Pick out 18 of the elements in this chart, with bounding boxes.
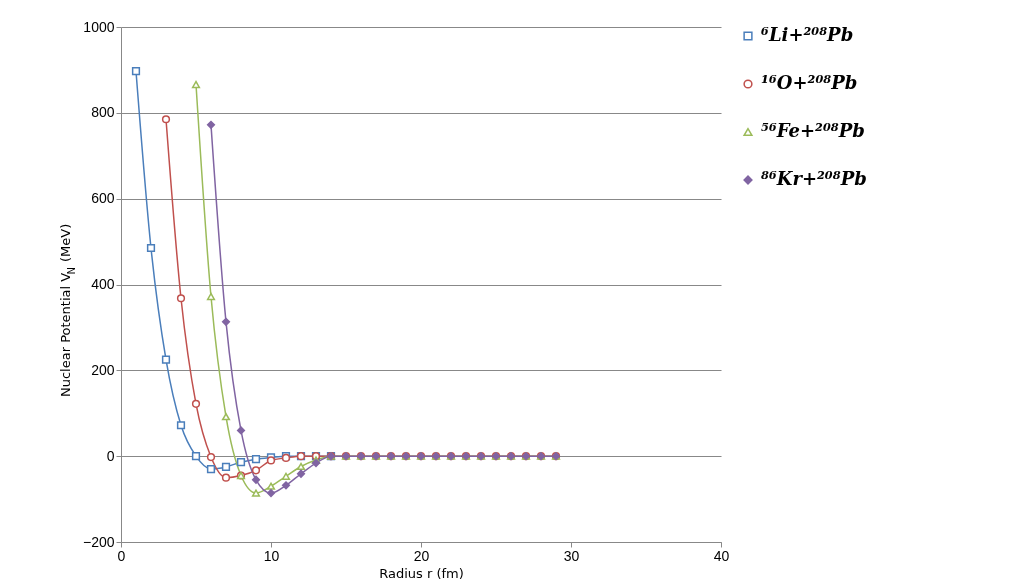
y-tick-label: 1000 (83, 18, 115, 35)
y-tick-label: 400 (91, 276, 115, 292)
y-tick-label: 0 (106, 447, 115, 464)
x-tick-label: 10 (263, 547, 280, 564)
x-tick-label: 20 (413, 547, 430, 564)
legend-label: ⁶Li+²⁰⁸Pb (761, 24, 854, 45)
y-tick-label: 600 (91, 190, 115, 207)
x-tick-label: 30 (563, 547, 580, 564)
legend-label: ¹⁶O+²⁰⁸Pb (761, 72, 858, 93)
legend-label: ⁵⁶Fe+²⁰⁸Pb (761, 120, 865, 141)
x-tick-label: 40 (713, 547, 730, 564)
y-tick-label: 800 (91, 104, 115, 121)
x-tick-label: 0 (117, 547, 126, 564)
legend-label: ⁸⁶Kr+²⁰⁸Pb (761, 168, 867, 189)
y-tick-label: 200 (91, 361, 115, 378)
y-axis-title: Nuclear Potential VN (MeV) (58, 223, 77, 397)
x-axis-title: Radius r (fm) (379, 565, 464, 581)
y-tick-label: −200 (82, 533, 115, 550)
